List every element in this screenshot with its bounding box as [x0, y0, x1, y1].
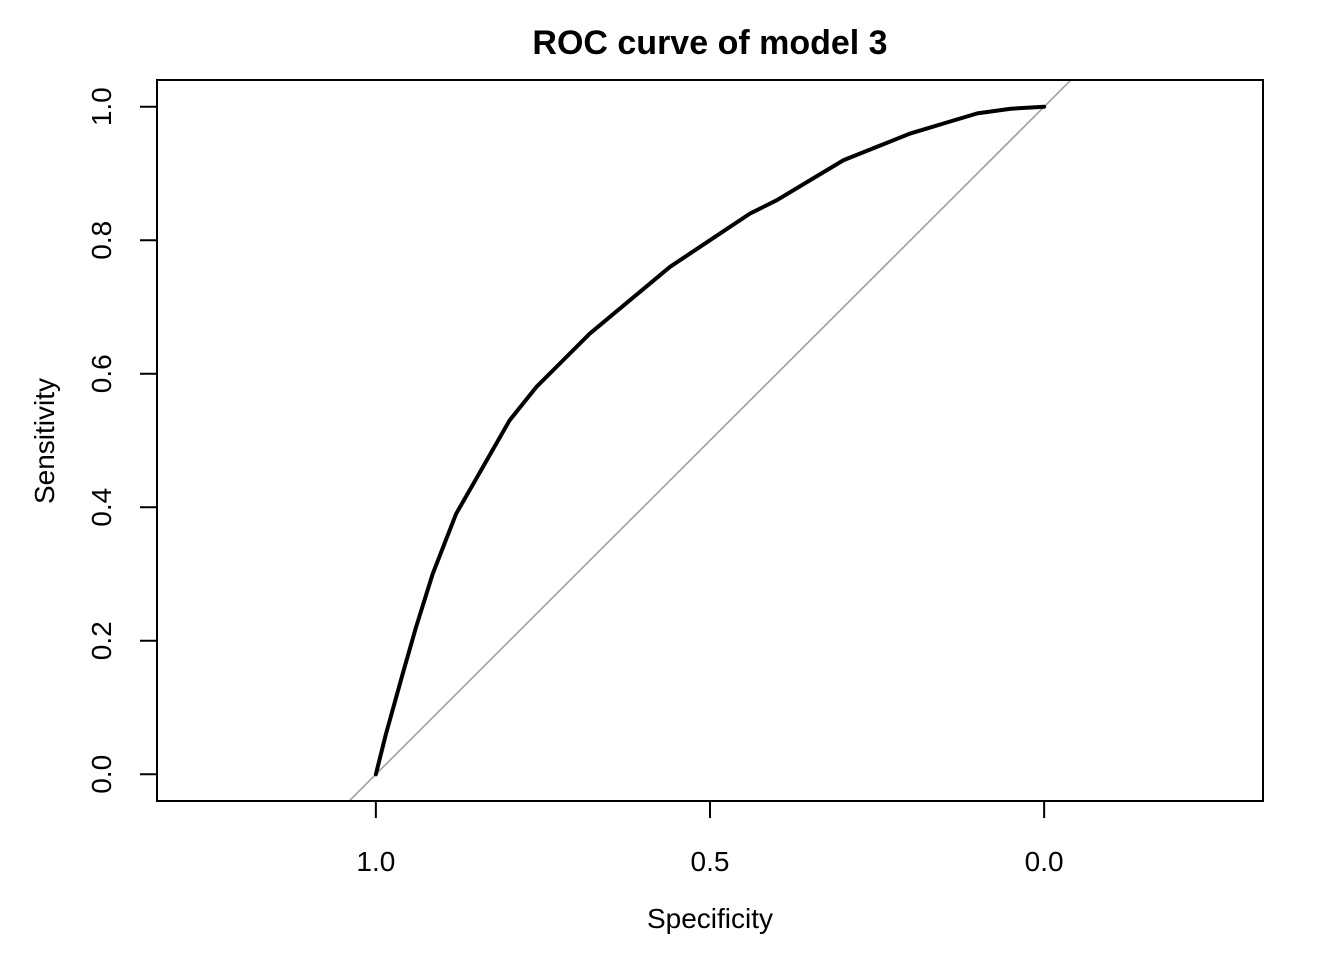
- reference-line: [347, 80, 1073, 801]
- y-tick-label: 0.2: [86, 621, 117, 660]
- x-axis-label: Specificity: [647, 903, 773, 934]
- y-axis: 0.0 0.2 0.4 0.6 0.8 1.0: [86, 87, 158, 794]
- x-axis: 1.0 0.5 0.0: [356, 800, 1064, 877]
- x-tick-label: 0.0: [1025, 846, 1064, 877]
- y-tick-label: 0.4: [86, 488, 117, 527]
- x-tick-label: 0.5: [691, 846, 730, 877]
- y-tick-label: 0.6: [86, 354, 117, 393]
- roc-curve-line: [373, 104, 1047, 777]
- plot-area: [347, 80, 1073, 801]
- y-tick-label: 0.0: [86, 755, 117, 794]
- chart-title: ROC curve of model 3: [532, 24, 887, 62]
- x-tick-label: 1.0: [356, 846, 395, 877]
- y-tick-label: 0.8: [86, 221, 117, 260]
- y-axis-label: Sensitivity: [29, 378, 60, 504]
- y-tick-label: 1.0: [86, 87, 117, 126]
